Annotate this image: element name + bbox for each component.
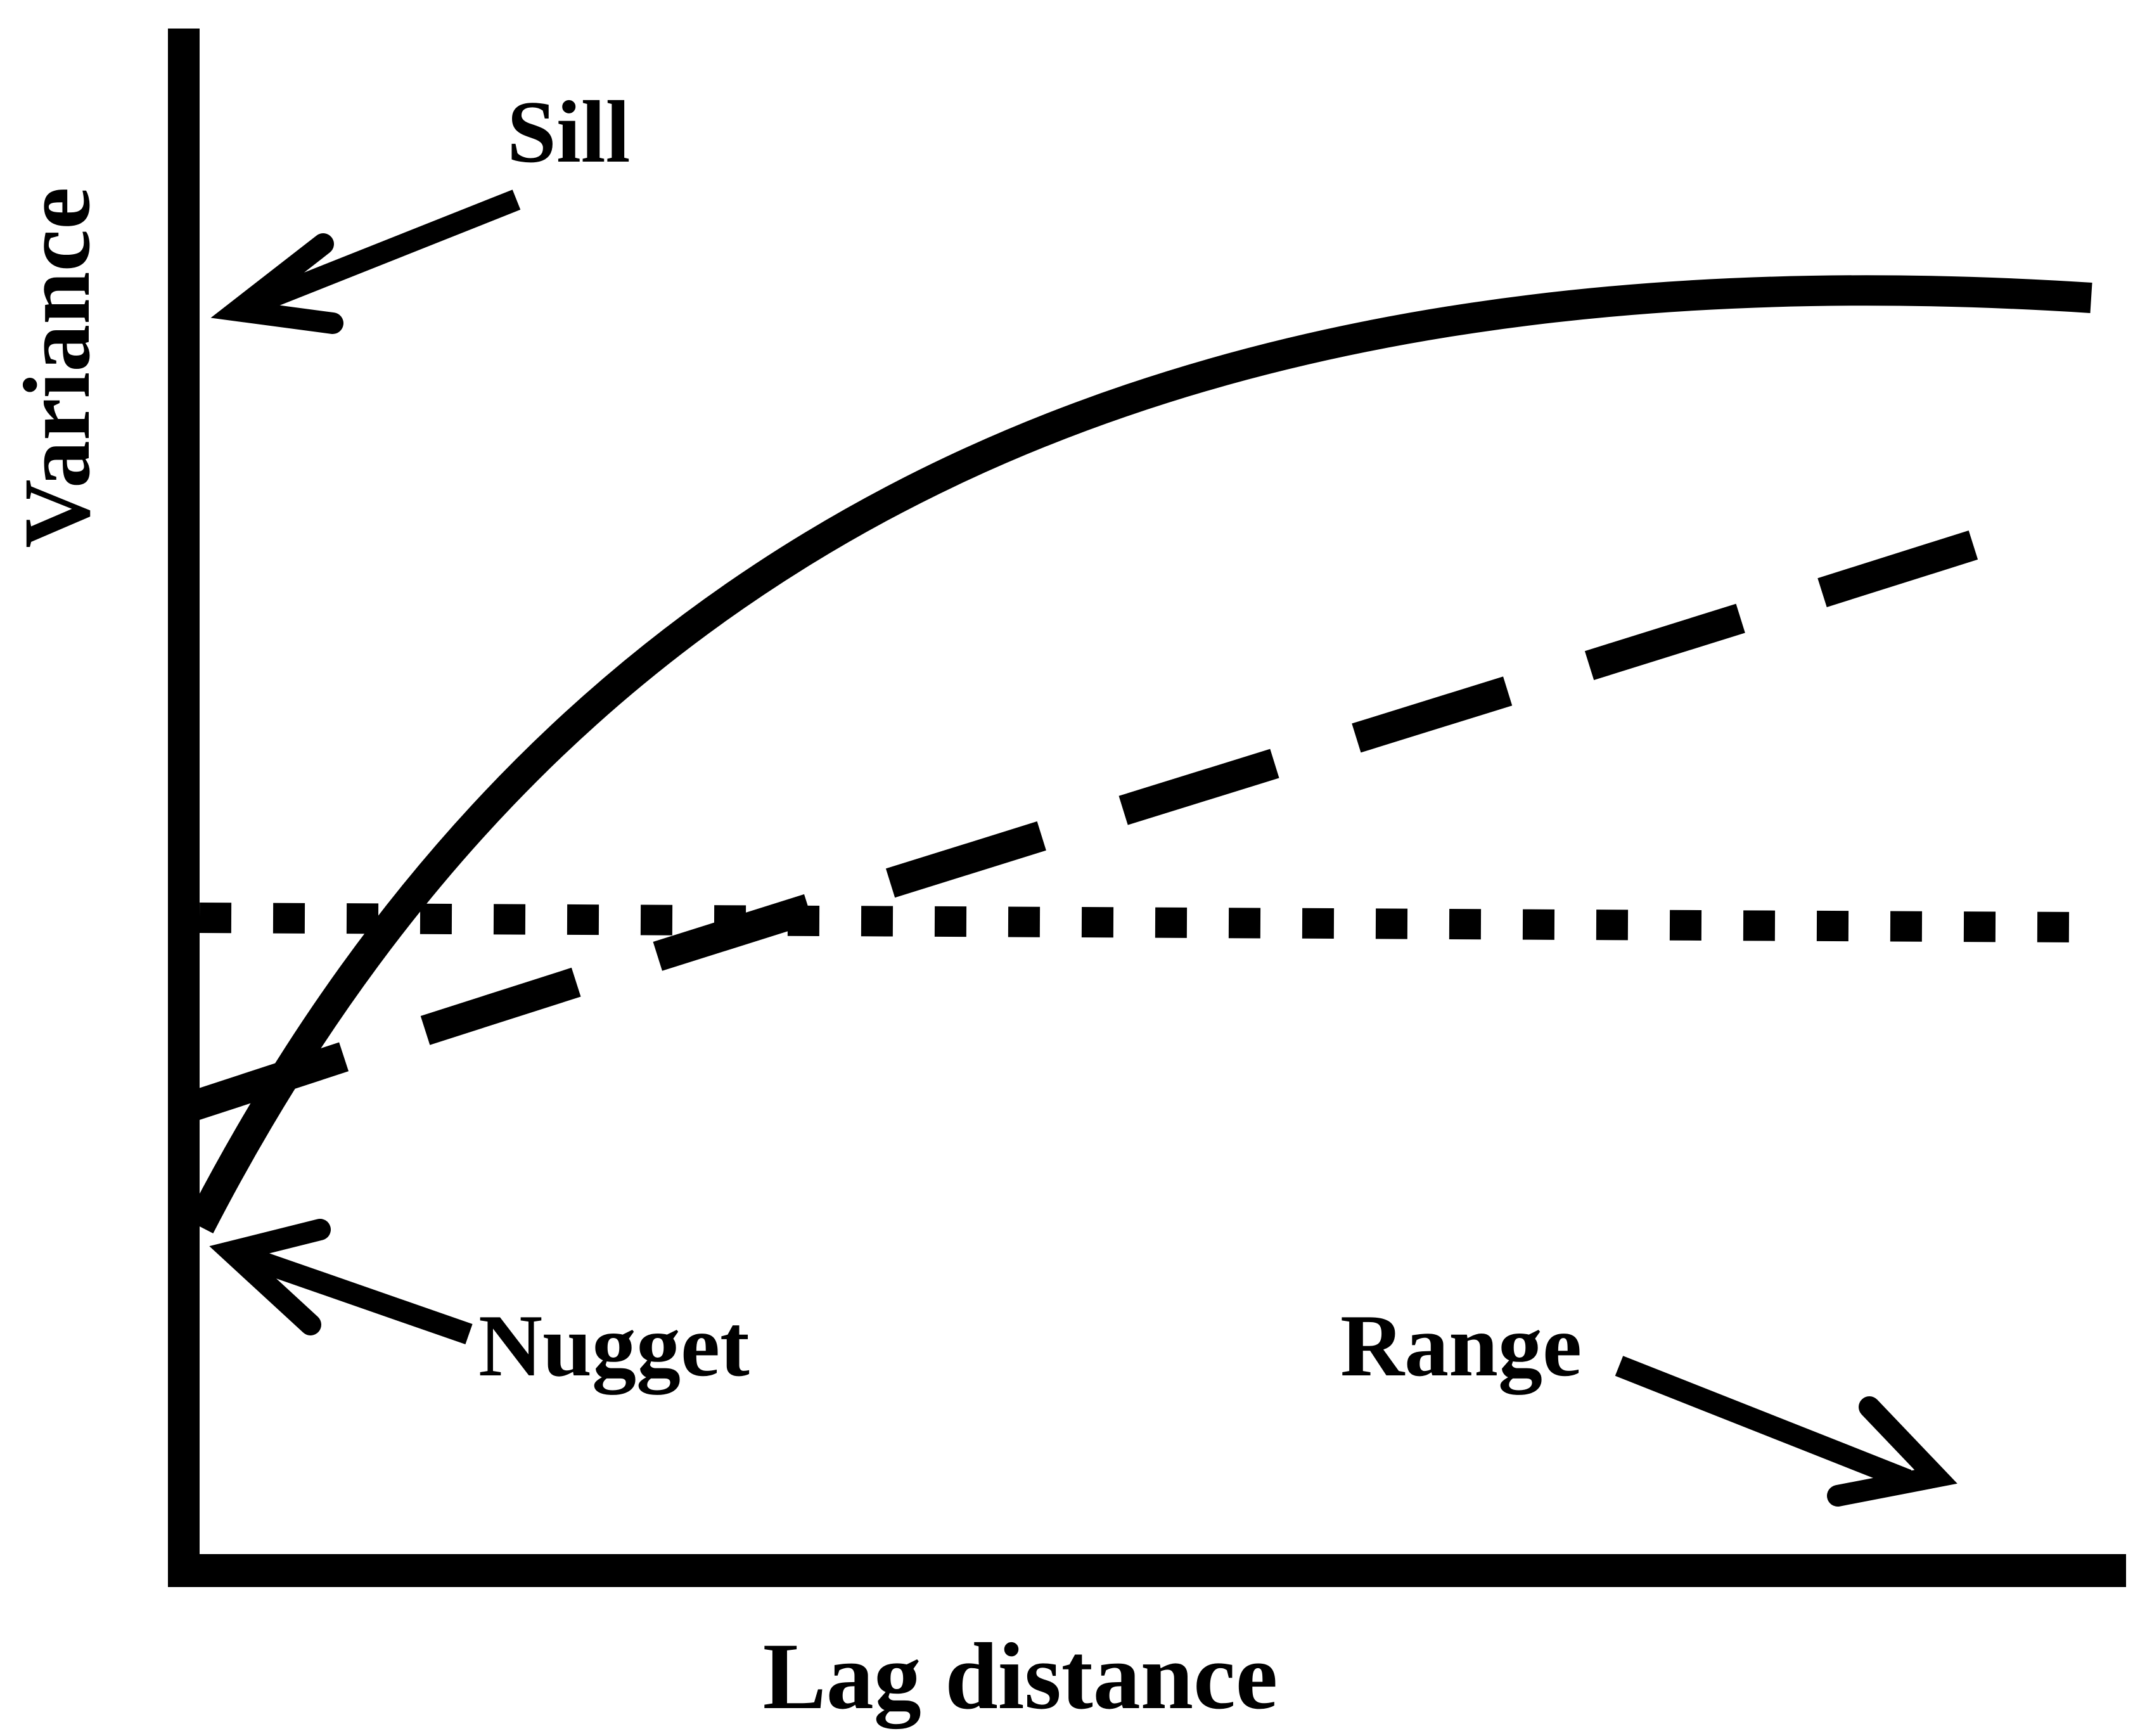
x-axis-title: Lag distance <box>763 1624 1278 1729</box>
range-label: Range <box>1340 1297 1582 1395</box>
y-axis-title: Variance <box>4 187 110 548</box>
nugget-label: Nugget <box>478 1297 750 1395</box>
solid-model-curve <box>186 275 2092 1234</box>
sill-label: Sill <box>507 83 631 181</box>
dashed-model-curve <box>188 524 1998 1121</box>
range-arrow <box>1615 1356 1957 1507</box>
sill-arrow <box>210 190 521 334</box>
dotted-pure-nugget-line <box>199 903 2079 942</box>
nugget-arrow <box>209 1219 473 1345</box>
